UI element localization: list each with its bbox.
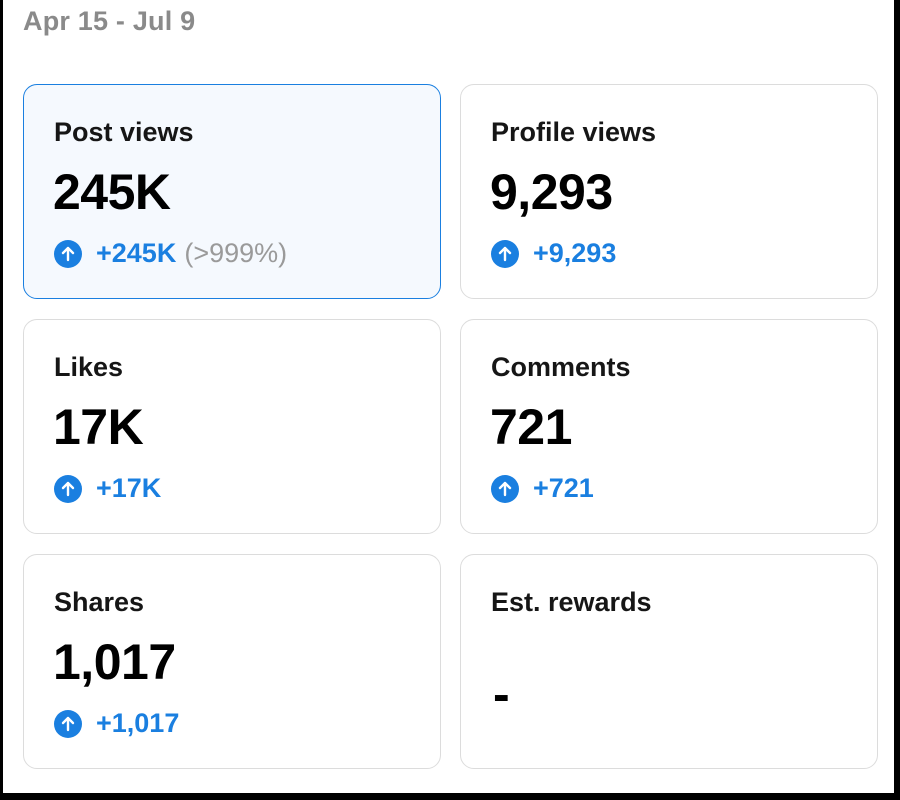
metric-label: Shares [54, 587, 145, 617]
metric-card-est-rewards[interactable]: Est. rewards - [460, 554, 878, 769]
metric-card-comments[interactable]: Comments 721 +721 [460, 319, 878, 534]
metric-label: Profile views [491, 117, 657, 147]
delta-value: +1,017 [96, 708, 180, 738]
metric-value: 1,017 [53, 634, 176, 690]
metric-delta: +17K [54, 473, 161, 504]
arrow-up-circle-icon [54, 474, 82, 503]
metric-label: Comments [491, 352, 631, 382]
metrics-grid: Post views 245K +245K (>999%) Profile vi… [23, 84, 878, 770]
arrow-up-circle-icon [491, 474, 519, 503]
delta-value: +245K [96, 238, 177, 268]
metric-card-shares[interactable]: Shares 1,017 +1,017 [23, 554, 441, 769]
metric-value: 9,293 [490, 164, 613, 220]
arrow-up-circle-icon [491, 239, 519, 268]
metric-delta: +721 [491, 473, 594, 504]
delta-value: +721 [533, 473, 594, 503]
metric-card-profile-views[interactable]: Profile views 9,293 +9,293 [460, 84, 878, 299]
metric-value: 17K [53, 399, 144, 455]
metric-value: 245K [53, 164, 171, 220]
metric-label: Likes [54, 352, 124, 382]
metric-card-post-views[interactable]: Post views 245K +245K (>999%) [23, 84, 441, 299]
date-range[interactable]: Apr 15 - Jul 9 [23, 6, 196, 36]
delta-value: +9,293 [533, 238, 617, 268]
metric-delta: +1,017 [54, 708, 179, 739]
analytics-panel: Apr 15 - Jul 9 Post views 245K +245K (>9… [3, 0, 894, 793]
arrow-up-circle-icon [54, 709, 82, 738]
metric-value: - [493, 666, 510, 722]
arrow-up-circle-icon [54, 239, 82, 268]
metric-delta: +9,293 [491, 238, 616, 269]
metric-value: 721 [490, 399, 572, 455]
delta-percent: (>999%) [184, 238, 288, 268]
metric-card-likes[interactable]: Likes 17K +17K [23, 319, 441, 534]
metric-label: Post views [54, 117, 194, 147]
metric-delta: +245K (>999%) [54, 238, 287, 269]
delta-value: +17K [96, 473, 162, 503]
metric-label: Est. rewards [491, 587, 652, 617]
